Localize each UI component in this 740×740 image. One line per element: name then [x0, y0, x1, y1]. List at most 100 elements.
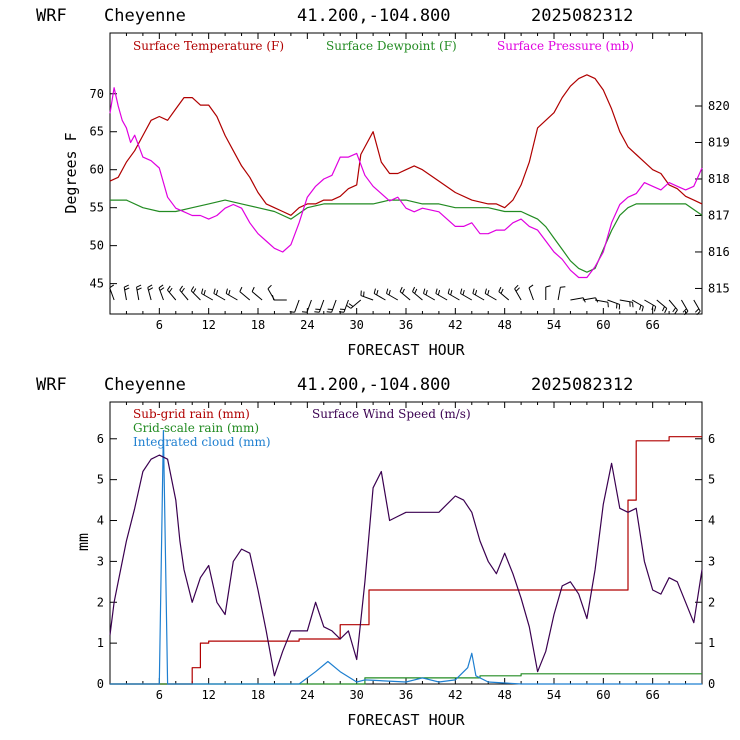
chart1-x-tick-label: 60 [596, 318, 610, 332]
chart2-ylabel: mm [74, 533, 92, 551]
wind-barb-staff [447, 293, 460, 301]
chart1-wind-barb [109, 284, 115, 301]
wind-barb-flag [545, 285, 551, 288]
chart1-wind-barb [595, 299, 609, 308]
chart1-wind-barb [631, 299, 644, 312]
chart1-wind-barb [167, 285, 177, 301]
wind-barb-staff [213, 293, 226, 301]
chart1-x-tick-label: 24 [300, 318, 314, 332]
chart1-y-tick-label: 45 [90, 277, 104, 291]
wind-barb-flag [399, 286, 403, 292]
chart1-wind-barb [213, 288, 226, 301]
wind-barb-staff [498, 291, 510, 301]
wind-barb-flag [192, 288, 197, 294]
chart1-wind-barb [447, 288, 460, 301]
wind-barb-flag [682, 308, 687, 313]
chart1-wind-barb [346, 299, 362, 309]
wind-barb-staff [570, 297, 584, 301]
wind-barb-flag [148, 287, 154, 291]
chart1-wind-barb [460, 288, 473, 301]
chart2-y2-tick-label: 6 [708, 432, 715, 446]
wind-barb-flag [346, 305, 352, 309]
wind-barb-flag [373, 288, 376, 294]
wind-barb-flag [412, 286, 416, 292]
wind-barb-staff [681, 299, 689, 312]
chart1-wind-barb [289, 299, 300, 313]
chart1-wind-barb [190, 286, 201, 301]
wind-barb-flag [425, 289, 428, 296]
chart1-wind-barb [607, 299, 621, 310]
chart1-model: WRF [36, 6, 67, 26]
wind-barb-staff [631, 299, 644, 307]
chart1-y-tick-label: 70 [90, 87, 104, 101]
wind-barb-flag [514, 284, 519, 290]
chart1-wind-barb [619, 299, 634, 308]
chart1-wind-barb [123, 284, 130, 301]
wind-barb-flag [474, 289, 478, 296]
wind-barb-staff [528, 287, 534, 301]
chart1-wind-barb [668, 299, 678, 315]
chart1-y-tick-label: 55 [90, 201, 104, 215]
chart2-init: 2025082312 [531, 375, 633, 395]
chart1-y2-tick-label: 820 [708, 99, 730, 113]
wind-barb-flag [484, 288, 487, 294]
chart1-wind-barb [272, 295, 287, 301]
chart1-legend-temperature: Surface Temperature (F) [133, 39, 284, 53]
chart2-series-line-0 [110, 436, 702, 685]
wind-barb-flag [251, 286, 255, 292]
wind-barb-staff [412, 291, 423, 301]
wind-barb-flag [167, 285, 171, 291]
wind-barb-staff [644, 299, 656, 307]
wind-barb-staff [136, 287, 140, 301]
chart2-x-tick-label: 66 [645, 688, 659, 702]
chart1-series-line-0 [109, 74, 703, 216]
wind-barb-staff [179, 289, 189, 301]
wind-barb-flag [123, 284, 129, 288]
chart2-y2-tick-label: 0 [708, 677, 715, 691]
wind-barb-staff [668, 299, 678, 311]
chart1-coords: 41.200,-104.800 [297, 6, 451, 26]
chart1-wind-barb [472, 288, 485, 301]
chart2-legend-subgrid-rain: Sub-grid rain (mm) [133, 407, 250, 421]
chart2-x-tick-label: 60 [596, 688, 610, 702]
wind-barb-flag [272, 295, 275, 301]
chart1-x-tick-label: 6 [156, 318, 163, 332]
wind-barb-flag [447, 288, 450, 294]
wind-barb-staff [158, 287, 164, 301]
wind-barb-flag [661, 306, 665, 312]
chart2-x-tick-label: 24 [300, 688, 314, 702]
chart1-wind-barb [514, 284, 522, 301]
chart1-wind-barb [399, 286, 411, 301]
wind-barb-staff [595, 299, 609, 303]
chart1-y2-tick-label: 816 [708, 245, 730, 259]
chart1-wind-barb [545, 285, 551, 300]
wind-barb-staff [386, 293, 399, 301]
chart1-station: Cheyenne [104, 6, 186, 26]
wind-barb-staff [167, 289, 177, 301]
chart2-y-tick-label: 2 [97, 595, 104, 609]
wind-barb-flag [136, 284, 142, 288]
chart1-y-tick-label: 65 [90, 125, 104, 139]
wind-barb-staff [360, 295, 374, 301]
chart2-y2-tick-label: 2 [708, 595, 715, 609]
wind-barb-staff [656, 299, 668, 309]
wind-barb-flag [136, 287, 142, 291]
chart1-y2-tick-label: 817 [708, 208, 730, 222]
chart1-y-tick-label: 60 [90, 163, 104, 177]
chart1-wind-barb [373, 288, 386, 301]
wind-barb-flag [498, 286, 502, 292]
chart1-wind-barb [423, 288, 436, 301]
chart2-y-tick-label: 5 [97, 473, 104, 487]
wind-barb-flag [674, 309, 678, 315]
chart1-y2-tick-label: 819 [708, 135, 730, 149]
wind-barb-staff [225, 293, 238, 301]
wind-barb-flag [213, 288, 216, 294]
wind-barb-flag [460, 288, 463, 294]
chart1-wind-barb [179, 285, 189, 301]
wind-barb-flag [450, 289, 453, 296]
chart1-x-tick-label: 42 [448, 318, 462, 332]
chart1-wind-barb [158, 284, 165, 301]
chart1-wind-barb [251, 286, 263, 301]
wind-barb-staff [472, 293, 485, 301]
